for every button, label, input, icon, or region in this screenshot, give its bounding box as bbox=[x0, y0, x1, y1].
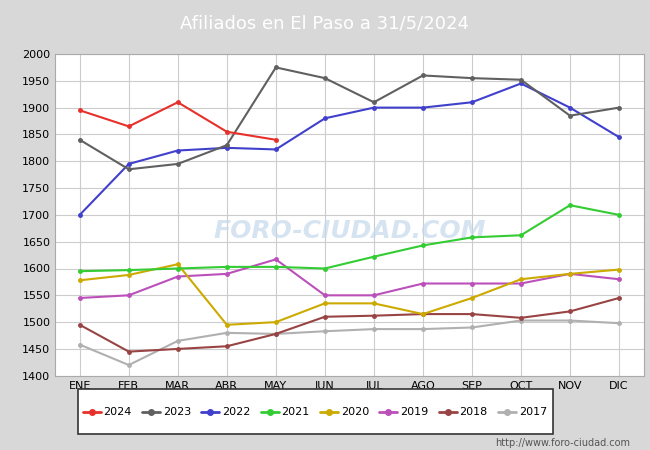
Text: 2019: 2019 bbox=[400, 407, 428, 417]
Text: 2021: 2021 bbox=[281, 407, 310, 417]
Text: 2024: 2024 bbox=[103, 407, 132, 417]
Text: Afiliados en El Paso a 31/5/2024: Afiliados en El Paso a 31/5/2024 bbox=[181, 14, 469, 33]
Text: 2018: 2018 bbox=[460, 407, 488, 417]
Text: 2017: 2017 bbox=[519, 407, 547, 417]
Text: 2020: 2020 bbox=[341, 407, 369, 417]
Text: FORO-CIUDAD.COM: FORO-CIUDAD.COM bbox=[213, 219, 486, 243]
FancyBboxPatch shape bbox=[78, 389, 552, 434]
Text: http://www.foro-ciudad.com: http://www.foro-ciudad.com bbox=[495, 438, 630, 448]
Text: 2022: 2022 bbox=[222, 407, 251, 417]
Text: 2023: 2023 bbox=[163, 407, 191, 417]
